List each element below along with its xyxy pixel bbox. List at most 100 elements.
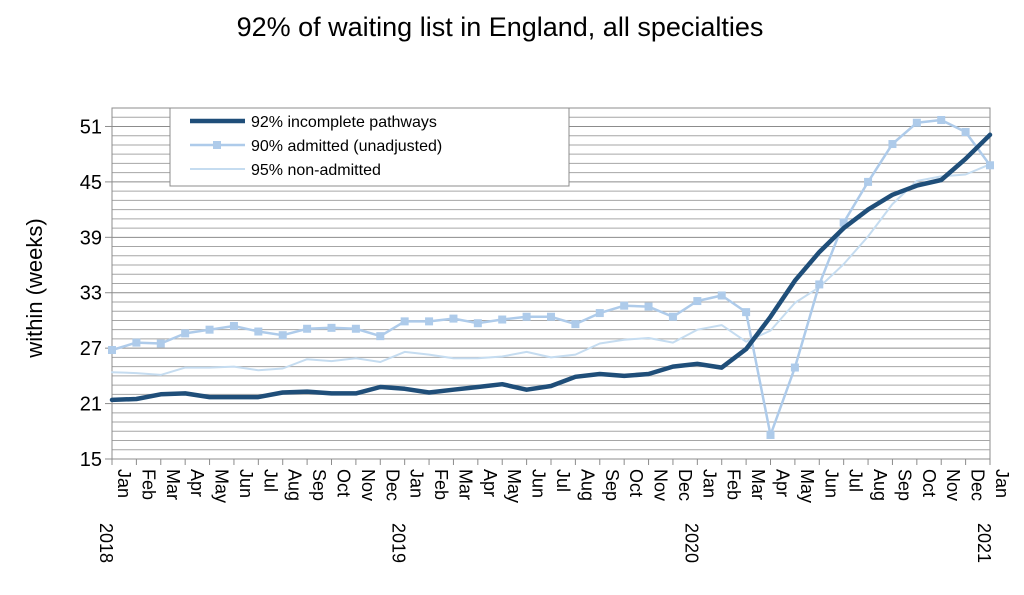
x-tick-label: Mar: [163, 469, 183, 500]
x-tick-label: Jan: [407, 469, 427, 498]
data-point: [108, 346, 116, 355]
x-tick-label: May: [212, 469, 232, 503]
data-point: [888, 140, 897, 149]
x-year-label: 2019: [389, 523, 409, 563]
data-point: [254, 327, 263, 336]
data-point: [547, 312, 555, 321]
x-year-label: 2018: [96, 523, 116, 563]
x-tick-label: Nov: [943, 469, 963, 501]
x-tick-label: Dec: [675, 469, 695, 501]
data-point: [229, 321, 238, 330]
data-point: [473, 319, 482, 328]
x-year-label: 2020: [681, 523, 701, 563]
data-point: [766, 430, 775, 439]
x-tick-label: Jan: [699, 469, 719, 498]
data-point: [912, 118, 921, 127]
x-tick-label: Apr: [480, 469, 500, 497]
x-tick-label: Jun: [821, 469, 841, 498]
x-tick-label: May: [797, 469, 817, 503]
x-tick-label: Aug: [577, 469, 597, 501]
data-point: [278, 331, 287, 340]
x-tick-label: Feb: [431, 469, 451, 500]
data-point: [205, 325, 214, 334]
y-tick-label: 27: [80, 338, 102, 360]
x-tick-label: Jan: [992, 469, 1012, 498]
x-tick-label: Jun: [236, 469, 256, 498]
y-tick-label: 33: [80, 283, 102, 305]
data-point: [327, 323, 336, 332]
data-point: [181, 329, 190, 338]
y-tick-label: 39: [80, 227, 102, 249]
data-point: [864, 177, 873, 186]
series-2: [111, 163, 991, 376]
x-tick-label: Jul: [846, 469, 866, 492]
legend-label: 95% non-admitted: [251, 162, 381, 179]
data-point: [132, 338, 141, 347]
y-tick-label: 51: [80, 116, 102, 138]
series-1: [108, 116, 994, 439]
data-point: [351, 324, 360, 333]
data-point: [498, 315, 507, 324]
data-point: [742, 308, 751, 317]
data-point: [449, 314, 458, 323]
x-tick-label: Oct: [626, 469, 646, 497]
x-tick-label: May: [504, 469, 524, 503]
data-point: [839, 218, 848, 227]
x-tick-label: Sep: [309, 469, 329, 501]
x-tick-label: Feb: [724, 469, 744, 500]
x-tick-label: Dec: [382, 469, 402, 501]
data-point: [425, 317, 434, 326]
y-tick-label: 15: [80, 449, 102, 471]
x-tick-label: Jul: [553, 469, 573, 492]
legend-label: 90% admitted (unadjusted): [251, 138, 442, 155]
x-tick-label: Dec: [968, 469, 988, 501]
x-axis: Jan Feb Mar Apr May Jun Jul Aug Sep Oct Nov Dec Jan F…: [96, 458, 1012, 563]
y-tick-label: 21: [80, 394, 102, 416]
x-tick-label: Jun: [529, 469, 549, 498]
x-tick-label: Nov: [358, 469, 378, 501]
x-tick-label: Nov: [651, 469, 671, 501]
legend-marker: [213, 141, 221, 149]
data-point: [961, 128, 970, 137]
data-point: [717, 291, 726, 300]
data-point: [693, 297, 702, 306]
data-point: [156, 339, 165, 348]
x-tick-label: Aug: [870, 469, 890, 501]
x-tick-label: Aug: [285, 469, 305, 501]
data-point: [815, 280, 824, 289]
data-point: [376, 332, 385, 341]
x-tick-label: Sep: [602, 469, 622, 501]
data-point: [620, 301, 629, 310]
y-axis: 15 21 27 33 39 45 51: [80, 108, 113, 471]
data-point: [668, 312, 677, 321]
series-layer: [108, 116, 994, 439]
x-tick-label: Mar: [455, 469, 475, 500]
x-tick-label: Oct: [334, 469, 354, 497]
data-point: [595, 309, 604, 318]
x-tick-label: Apr: [773, 469, 793, 497]
chart-title: 92% of waiting list in England, all spec…: [236, 12, 764, 42]
x-tick-label: Sep: [894, 469, 914, 501]
data-point: [571, 320, 580, 329]
data-point: [790, 363, 799, 372]
data-point: [303, 324, 312, 333]
data-point: [400, 317, 409, 326]
y-tick-label: 45: [80, 172, 102, 194]
legend: 92% incomplete pathways 90% admitted (una…: [169, 107, 570, 187]
x-year-label: 2021: [974, 523, 994, 563]
data-point: [986, 161, 994, 170]
x-tick-label: Jul: [260, 469, 280, 492]
data-point: [522, 312, 531, 321]
x-tick-label: Jan: [114, 469, 134, 498]
x-tick-label: Mar: [748, 469, 768, 500]
y-axis-label: within (weeks): [22, 218, 47, 358]
x-tick-label: Feb: [138, 469, 158, 500]
x-tick-label: Oct: [919, 469, 939, 497]
series-0: [109, 132, 993, 403]
series-line: [109, 132, 993, 403]
x-tick-label: Apr: [187, 469, 207, 497]
data-point: [644, 302, 653, 311]
data-point: [937, 116, 946, 125]
legend-label: 92% incomplete pathways: [251, 114, 437, 131]
